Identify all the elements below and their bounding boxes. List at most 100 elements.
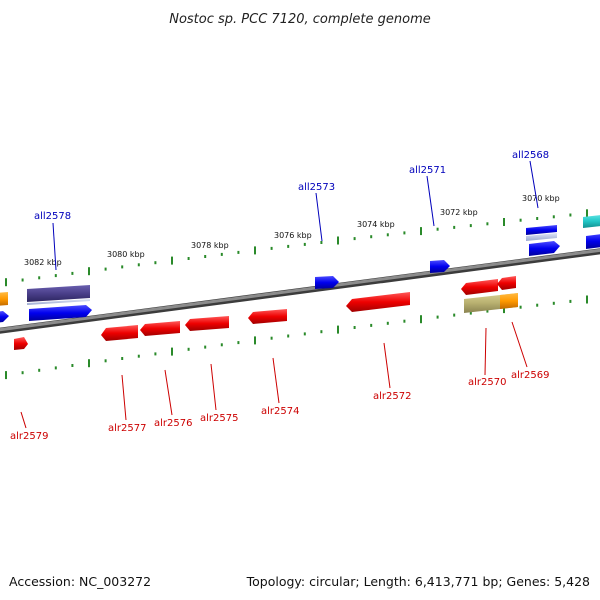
outer-tick bbox=[552, 215, 555, 219]
inner-tick bbox=[303, 332, 306, 336]
outer-tick bbox=[137, 263, 140, 267]
outer-tick bbox=[503, 218, 505, 226]
scale-label-3074: 3074 kbp bbox=[357, 220, 395, 229]
outer-tick bbox=[486, 222, 489, 226]
outer-tick bbox=[519, 218, 522, 222]
inner-tick bbox=[552, 301, 555, 305]
inner-tick bbox=[287, 334, 290, 338]
inner-tick bbox=[519, 305, 522, 309]
label-alr2570[interactable]: alr2570 bbox=[468, 377, 506, 388]
outer-tick bbox=[353, 237, 356, 241]
outer-tick bbox=[5, 278, 7, 287]
genome-backbone bbox=[0, 248, 600, 332]
inner-tick bbox=[386, 321, 389, 325]
outer-tick bbox=[536, 217, 539, 220]
gene-alr2570[interactable] bbox=[461, 279, 498, 295]
gene-all2578-dark[interactable] bbox=[27, 285, 90, 302]
outer-tick bbox=[337, 236, 339, 245]
gene-alr2572[interactable] bbox=[346, 292, 410, 312]
outer-tick bbox=[569, 213, 572, 217]
inner-tick bbox=[536, 303, 539, 307]
outer-tick bbox=[586, 209, 588, 218]
inner-tick bbox=[586, 295, 588, 304]
label-all2568[interactable]: all2568 bbox=[512, 150, 549, 161]
scale-label-3078: 3078 kbp bbox=[191, 241, 229, 250]
scale-label-3072: 3072 kbp bbox=[440, 208, 478, 217]
outer-tick bbox=[71, 271, 74, 275]
label-alr2572[interactable]: alr2572 bbox=[373, 391, 411, 402]
gene-cyan-right[interactable] bbox=[583, 214, 600, 228]
gene-alr2576[interactable] bbox=[140, 321, 180, 336]
gene-alr2577[interactable] bbox=[101, 325, 138, 341]
gene-blue-right[interactable] bbox=[586, 233, 600, 249]
inner-tick bbox=[237, 341, 240, 345]
label-alr2576[interactable]: alr2576 bbox=[154, 418, 192, 429]
scale-labels: 3082 kbp 3080 kbp 3078 kbp 3076 kbp 3074… bbox=[24, 194, 560, 267]
label-all2578[interactable]: all2578 bbox=[34, 211, 71, 222]
inner-tick bbox=[137, 354, 140, 358]
outer-tick bbox=[370, 235, 373, 239]
inner-tick bbox=[370, 323, 373, 327]
inner-scale-ticks bbox=[5, 295, 588, 380]
accession-text: Accession: NC_003272 bbox=[9, 574, 151, 589]
inner-tick bbox=[187, 347, 190, 351]
label-all2573[interactable]: all2573 bbox=[298, 182, 335, 193]
scale-label-3082: 3082 kbp bbox=[24, 258, 62, 267]
gene-red-small[interactable] bbox=[497, 276, 516, 290]
genome-summary-text: Topology: circular; Length: 6,413,771 bp… bbox=[246, 574, 590, 589]
gene-orange-partial-left[interactable] bbox=[0, 292, 8, 306]
outer-tick bbox=[320, 241, 323, 244]
inner-tick bbox=[254, 336, 256, 345]
inner-tick bbox=[486, 309, 489, 313]
gene-alr2569[interactable] bbox=[500, 293, 518, 309]
inner-tick bbox=[453, 313, 456, 317]
inner-tick bbox=[54, 366, 57, 370]
outer-tick bbox=[121, 265, 124, 269]
outer-tick bbox=[287, 244, 290, 248]
inner-tick bbox=[204, 345, 207, 349]
gene-all2571[interactable] bbox=[430, 260, 450, 273]
inner-tick bbox=[171, 347, 173, 356]
gene-alr2574[interactable] bbox=[248, 309, 287, 324]
gene-all2578-band bbox=[27, 299, 90, 305]
outer-scale-ticks bbox=[5, 209, 588, 287]
label-alr2575[interactable]: alr2575 bbox=[200, 413, 238, 424]
outer-tick bbox=[171, 256, 173, 265]
minus-strand-genes bbox=[0, 214, 600, 323]
gene-all2573[interactable] bbox=[315, 276, 339, 289]
gene-alr2575[interactable] bbox=[185, 316, 229, 331]
page-title: Nostoc sp. PCC 7120, complete genome bbox=[169, 12, 431, 27]
scale-label-3070: 3070 kbp bbox=[522, 194, 560, 203]
outer-tick bbox=[21, 278, 24, 282]
inner-tick bbox=[436, 315, 439, 319]
label-alr2579[interactable]: alr2579 bbox=[10, 431, 48, 442]
inner-tick bbox=[403, 319, 406, 323]
inner-tick bbox=[337, 325, 339, 334]
label-alr2574[interactable]: alr2574 bbox=[261, 406, 299, 417]
inner-tick bbox=[5, 371, 7, 380]
inner-tick bbox=[353, 326, 356, 329]
outer-tick bbox=[453, 225, 456, 229]
gene-blue-left[interactable] bbox=[29, 305, 92, 321]
inner-tick bbox=[104, 359, 107, 363]
inner-tick bbox=[154, 352, 157, 356]
gene-blue-edge-left[interactable] bbox=[0, 311, 9, 323]
outer-tick bbox=[237, 250, 240, 254]
gene-blue-3070[interactable] bbox=[529, 241, 560, 256]
gene-all2568[interactable] bbox=[526, 225, 557, 235]
outer-tick bbox=[104, 267, 107, 271]
plus-strand-genes bbox=[14, 276, 518, 350]
inner-tick bbox=[420, 315, 422, 324]
label-all2571[interactable]: all2571 bbox=[409, 165, 446, 176]
outer-tick bbox=[403, 231, 406, 235]
inner-tick bbox=[503, 305, 505, 314]
label-alr2577[interactable]: alr2577 bbox=[108, 423, 146, 434]
inner-tick bbox=[320, 330, 323, 334]
label-alr2569[interactable]: alr2569 bbox=[511, 370, 549, 381]
scale-label-3080: 3080 kbp bbox=[107, 250, 145, 259]
label-leaders bbox=[20, 160, 539, 429]
gene-alr2579[interactable] bbox=[14, 337, 28, 350]
inner-tick bbox=[569, 299, 572, 303]
outer-tick bbox=[38, 276, 41, 280]
